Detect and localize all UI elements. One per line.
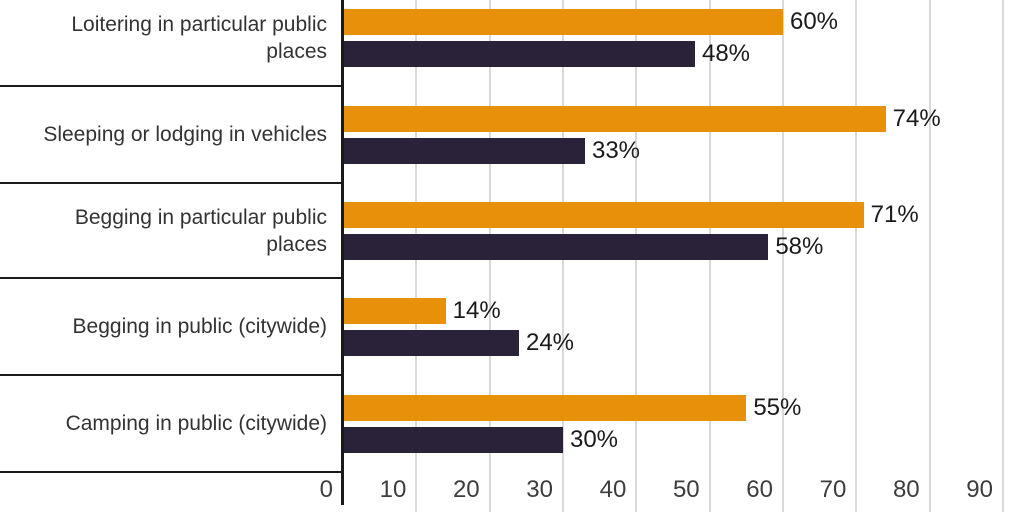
bar-orange [343, 394, 747, 421]
category-label: Sleeping or lodging in vehicles [0, 86, 343, 183]
category-label: Loitering in particular public places [0, 0, 343, 86]
bar-value-label: 48% [701, 39, 751, 67]
x-tick-label: 90 [966, 476, 993, 503]
bar-value-label: 30% [569, 425, 619, 453]
x-tick-label: 50 [672, 476, 700, 503]
row-divider [0, 182, 343, 184]
bar-value-label: 58% [775, 232, 824, 260]
bar-value-label: 24% [525, 328, 575, 356]
category-label: Begging in particular public places [0, 183, 343, 278]
category-label-line: places [266, 39, 327, 63]
bar-orange [343, 8, 783, 35]
x-tick-label: 70 [819, 476, 847, 503]
category-label: Begging in public (citywide) [0, 278, 343, 375]
bar-navy [343, 329, 519, 356]
row-divider [0, 85, 343, 87]
gridline [1001, 0, 1004, 512]
gridline [855, 0, 858, 512]
bar-value-label: 55% [753, 393, 802, 421]
category-label-line: Begging in particular public [74, 205, 327, 229]
x-tick-label: 40 [599, 476, 627, 503]
category-label-line: Begging in public (citywide) [72, 315, 327, 338]
row-divider [0, 471, 343, 473]
row-divider [0, 374, 343, 376]
bar-navy [343, 233, 769, 260]
row-divider [0, 277, 343, 279]
bar-orange [343, 297, 446, 324]
x-tick-label: 60 [746, 476, 773, 503]
x-tick-label: 10 [379, 476, 407, 503]
bar-value-label: 74% [892, 104, 941, 132]
bar-navy [343, 40, 695, 67]
axis-baseline [341, 0, 344, 505]
bar-value-label: 71% [870, 200, 919, 228]
bar-navy [343, 426, 563, 453]
gridline [928, 0, 931, 512]
category-label-line: Sleeping or lodging in vehicles [43, 123, 327, 146]
x-tick-label: 30 [526, 476, 553, 503]
bar-orange [343, 105, 886, 132]
bar-value-label: 33% [591, 136, 641, 164]
bar-value-label: 60% [789, 7, 839, 35]
gridline [781, 0, 784, 512]
category-label-line: places [266, 232, 327, 256]
category-label: Camping in public (citywide) [0, 375, 343, 472]
x-tick-label: 80 [892, 476, 920, 503]
bar-orange [343, 201, 864, 228]
category-label-line: Loitering in particular public [71, 12, 327, 36]
bar-navy [343, 137, 585, 164]
x-tick-label: 20 [452, 476, 480, 503]
bar-value-label: 14% [452, 296, 501, 324]
category-label-line: Camping in public (citywide) [65, 412, 327, 435]
x-tick-label: 0 [319, 476, 333, 503]
